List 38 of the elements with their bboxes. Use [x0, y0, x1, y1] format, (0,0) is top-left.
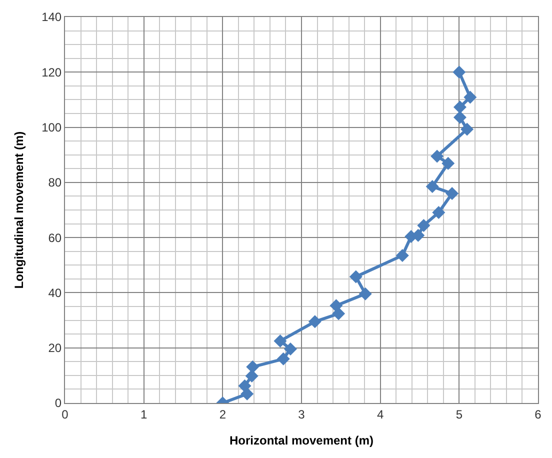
y-tick-label: 120	[42, 65, 62, 80]
point	[460, 122, 474, 136]
point	[245, 369, 258, 382]
point	[276, 352, 290, 366]
point	[284, 342, 297, 356]
x-tick-label: 3	[298, 407, 306, 422]
point	[308, 315, 322, 328]
point	[426, 180, 439, 194]
y-tick-label: 60	[48, 230, 62, 245]
point	[246, 360, 260, 374]
point	[274, 334, 287, 348]
y-tick-label: 40	[48, 286, 62, 300]
point	[417, 218, 430, 232]
point	[238, 379, 252, 392]
point	[432, 206, 446, 219]
y-tick-label: 100	[42, 120, 62, 134]
y-tick-label: 80	[48, 176, 62, 190]
point	[464, 90, 477, 104]
x-tick-label: 5	[456, 407, 463, 422]
y-tick-label: 140	[42, 10, 62, 24]
y-axis-title: Longitudinal movement (m)	[12, 131, 26, 289]
x-axis-title: Horizontal movement (m)	[229, 433, 374, 448]
point	[358, 287, 372, 300]
x-tick-label: 4	[376, 407, 384, 422]
x-tick-label: 1	[140, 407, 148, 422]
y-tick-label: 20	[48, 341, 62, 356]
point	[442, 156, 455, 170]
point	[330, 299, 343, 312]
point	[452, 66, 466, 79]
point	[446, 186, 459, 200]
point	[430, 150, 444, 163]
x-tick-label: 6	[534, 407, 542, 422]
x-tick-label: 2	[219, 407, 226, 422]
point	[453, 110, 466, 124]
point	[396, 248, 409, 262]
y-tick-label: 0	[54, 396, 62, 410]
point	[453, 100, 466, 114]
point	[349, 270, 362, 284]
